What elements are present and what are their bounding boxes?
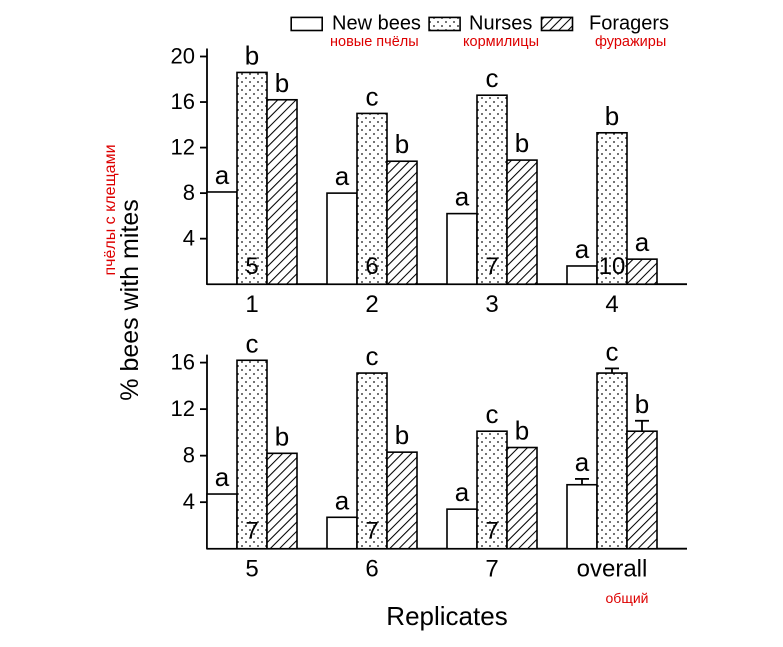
- svg-text:5: 5: [245, 556, 258, 583]
- svg-text:1: 1: [245, 291, 258, 318]
- svg-text:c: c: [246, 328, 259, 358]
- svg-text:8: 8: [183, 443, 195, 468]
- svg-text:c: c: [366, 341, 379, 371]
- svg-text:5: 5: [245, 253, 258, 280]
- svg-text:a: a: [575, 234, 590, 264]
- svg-text:6: 6: [365, 556, 378, 583]
- svg-text:c: c: [366, 81, 379, 111]
- svg-text:a: a: [455, 477, 470, 507]
- svg-text:7: 7: [365, 518, 378, 545]
- svg-text:b: b: [275, 68, 289, 98]
- svg-text:a: a: [455, 182, 470, 212]
- svg-text:Nurses: Nurses: [469, 13, 532, 35]
- svg-text:6: 6: [365, 253, 378, 280]
- svg-text:3: 3: [485, 291, 498, 318]
- svg-text:b: b: [245, 40, 259, 70]
- svg-text:4: 4: [605, 291, 618, 318]
- svg-text:a: a: [335, 161, 350, 191]
- svg-text:кормилицы: кормилицы: [463, 34, 539, 50]
- svg-text:b: b: [275, 421, 289, 451]
- svg-text:overall: overall: [577, 556, 648, 583]
- svg-text:a: a: [215, 462, 230, 492]
- svg-text:b: b: [515, 416, 529, 446]
- svg-text:Replicates: Replicates: [386, 601, 507, 631]
- svg-text:4: 4: [183, 226, 195, 251]
- svg-text:4: 4: [183, 489, 195, 514]
- svg-text:новые пчёлы: новые пчёлы: [330, 34, 419, 50]
- svg-text:пчёлы с клещами: пчёлы с клещами: [102, 144, 119, 275]
- svg-text:b: b: [635, 389, 649, 419]
- svg-text:% bees with mites: % bees with mites: [116, 199, 144, 400]
- svg-text:10: 10: [599, 253, 626, 280]
- svg-text:12: 12: [171, 396, 195, 421]
- svg-text:b: b: [605, 101, 619, 131]
- svg-text:c: c: [606, 336, 619, 366]
- svg-text:New bees: New bees: [332, 13, 421, 35]
- svg-text:b: b: [395, 420, 409, 450]
- svg-text:Foragers: Foragers: [589, 13, 669, 35]
- svg-text:7: 7: [485, 556, 498, 583]
- svg-text:c: c: [486, 63, 499, 93]
- svg-text:a: a: [335, 485, 350, 515]
- svg-text:20: 20: [171, 44, 195, 69]
- svg-text:16: 16: [171, 89, 195, 114]
- svg-text:8: 8: [183, 180, 195, 205]
- svg-text:a: a: [215, 160, 230, 190]
- svg-text:общий: общий: [606, 590, 649, 606]
- svg-text:b: b: [515, 128, 529, 158]
- svg-text:12: 12: [171, 135, 195, 160]
- svg-text:2: 2: [365, 291, 378, 318]
- svg-text:7: 7: [485, 253, 498, 280]
- svg-text:b: b: [395, 129, 409, 159]
- svg-text:c: c: [486, 399, 499, 429]
- svg-text:фуражиры: фуражиры: [595, 34, 666, 50]
- svg-text:16: 16: [171, 350, 195, 375]
- svg-text:a: a: [575, 447, 590, 477]
- svg-text:7: 7: [245, 518, 258, 545]
- svg-text:7: 7: [485, 518, 498, 545]
- svg-text:a: a: [635, 227, 650, 257]
